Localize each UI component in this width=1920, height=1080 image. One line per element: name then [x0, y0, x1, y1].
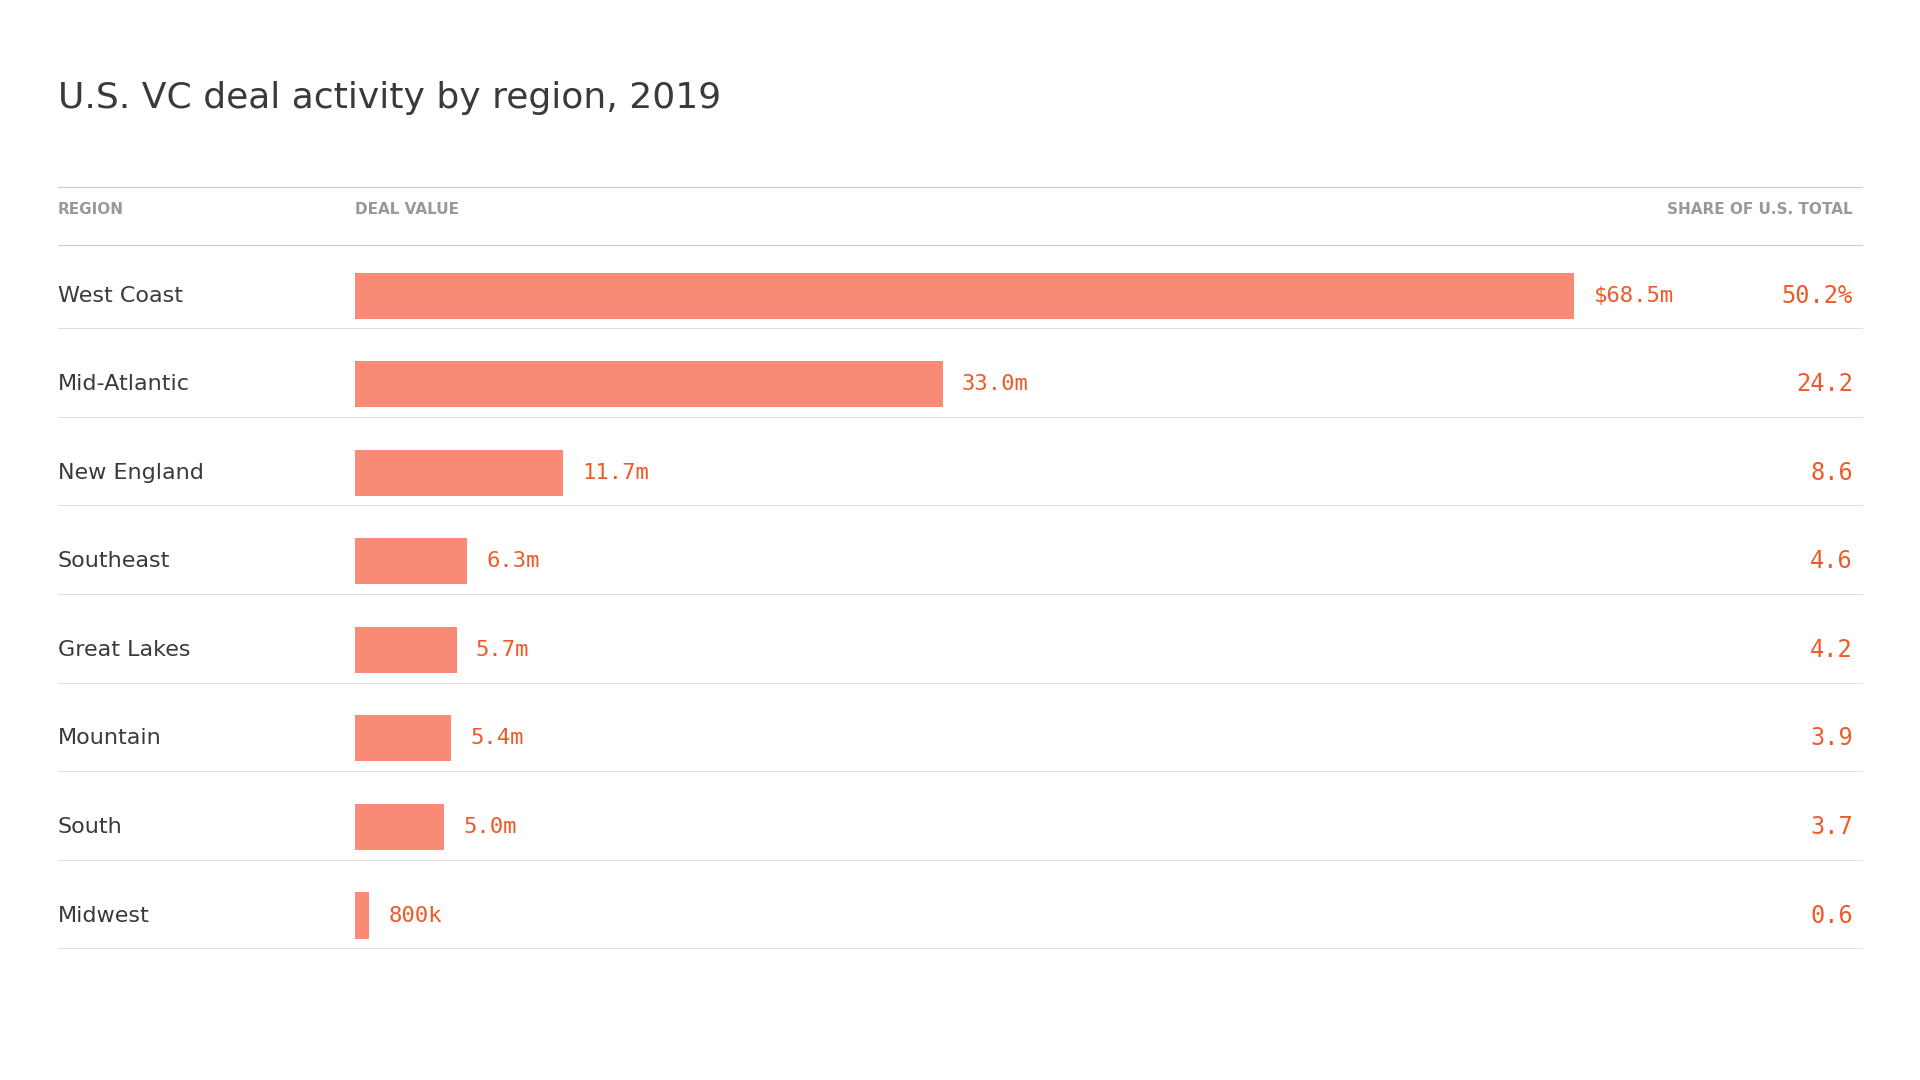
Text: 6.3m: 6.3m	[486, 551, 540, 571]
FancyBboxPatch shape	[355, 361, 943, 407]
Text: Mountain: Mountain	[58, 728, 161, 748]
Text: $68.5m: $68.5m	[1594, 285, 1674, 306]
Text: 4.6: 4.6	[1811, 550, 1853, 573]
Text: 5.0m: 5.0m	[463, 816, 516, 837]
Text: 5.7m: 5.7m	[476, 639, 530, 660]
FancyBboxPatch shape	[355, 892, 369, 939]
FancyBboxPatch shape	[355, 272, 1574, 319]
FancyBboxPatch shape	[355, 804, 444, 850]
FancyBboxPatch shape	[355, 626, 457, 673]
Text: 800k: 800k	[388, 905, 442, 926]
Text: 8.6: 8.6	[1811, 461, 1853, 485]
FancyBboxPatch shape	[355, 715, 451, 761]
Text: 0.6: 0.6	[1811, 904, 1853, 928]
Text: U.S. VC deal activity by region, 2019: U.S. VC deal activity by region, 2019	[58, 81, 720, 114]
Text: 3.7: 3.7	[1811, 815, 1853, 839]
Text: Mid-Atlantic: Mid-Atlantic	[58, 374, 190, 394]
Text: 11.7m: 11.7m	[582, 462, 649, 483]
FancyBboxPatch shape	[355, 449, 563, 496]
Text: Southeast: Southeast	[58, 551, 171, 571]
FancyBboxPatch shape	[355, 538, 467, 584]
Text: South: South	[58, 816, 123, 837]
Text: REGION: REGION	[58, 202, 123, 217]
Text: Midwest: Midwest	[58, 905, 150, 926]
Text: 33.0m: 33.0m	[962, 374, 1029, 394]
Text: 50.2%: 50.2%	[1782, 284, 1853, 308]
Text: SHARE OF U.S. TOTAL: SHARE OF U.S. TOTAL	[1667, 202, 1853, 217]
Text: New England: New England	[58, 462, 204, 483]
Text: DEAL VALUE: DEAL VALUE	[355, 202, 459, 217]
Text: 3.9: 3.9	[1811, 727, 1853, 751]
Text: 24.2: 24.2	[1795, 373, 1853, 396]
Text: West Coast: West Coast	[58, 285, 182, 306]
Text: Great Lakes: Great Lakes	[58, 639, 190, 660]
Text: 5.4m: 5.4m	[470, 728, 524, 748]
Text: 4.2: 4.2	[1811, 638, 1853, 662]
